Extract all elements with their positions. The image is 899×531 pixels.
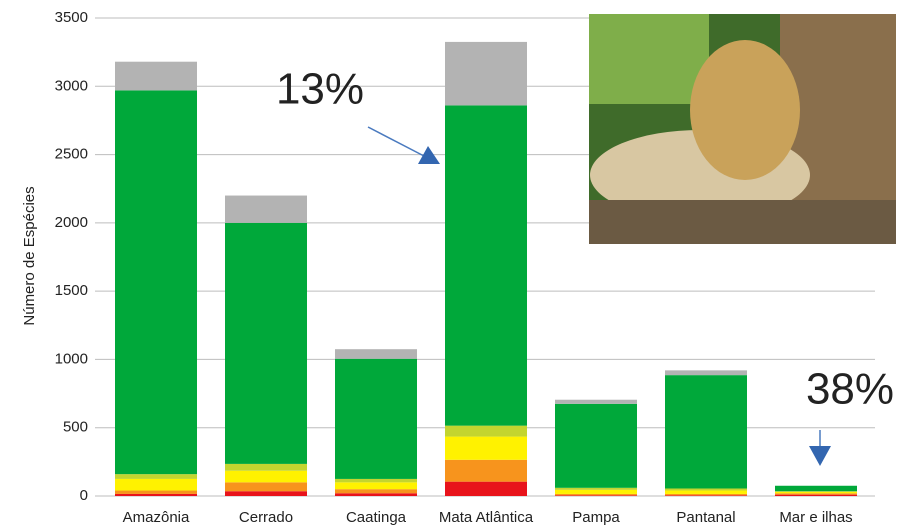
annotation: 13%: [276, 65, 364, 114]
x-tick-label: Pampa: [572, 509, 620, 526]
bar-segment: [665, 370, 747, 376]
bar-segment: [115, 474, 197, 479]
bar-segment: [115, 493, 197, 496]
bar-segment: [775, 485, 857, 492]
y-tick-label: 1000: [55, 350, 88, 367]
x-tick-label: Cerrado: [239, 509, 293, 526]
bar-segment: [665, 490, 747, 494]
bar-segment: [115, 478, 197, 491]
bar-segment: [225, 470, 307, 483]
bar-segment: [225, 491, 307, 496]
bar-segment: [335, 349, 417, 359]
x-tick-label: Caatinga: [346, 509, 407, 526]
bar-segment: [665, 495, 747, 496]
bar-segment: [115, 61, 197, 91]
bar-segment: [665, 488, 747, 491]
y-tick-label: 3000: [55, 77, 88, 94]
photo: [589, 14, 896, 244]
bar-segment: [665, 375, 747, 489]
bar-segment: [225, 463, 307, 471]
arrow: [367, 126, 440, 164]
bar-segment: [225, 482, 307, 492]
bar-segment: [335, 358, 417, 479]
annotation: 38%: [806, 365, 894, 414]
bar-segment: [445, 425, 527, 437]
bar-segment: [555, 489, 637, 494]
bar-segment: [115, 490, 197, 494]
bar-segment: [445, 436, 527, 460]
y-axis-label: Número de Espécies: [21, 186, 38, 325]
bar-segment: [445, 105, 527, 426]
bar-segment: [335, 489, 417, 494]
bar-segment: [555, 487, 637, 490]
y-tick-label: 2500: [55, 146, 88, 163]
bar-segment: [335, 482, 417, 490]
bar-segment: [775, 494, 857, 496]
x-tick-label: Pantanal: [676, 509, 735, 526]
bar-segment: [445, 41, 527, 106]
bar-segment: [665, 493, 747, 496]
bar-segment: [555, 403, 637, 488]
bar-segment: [335, 478, 417, 483]
bar-segment: [115, 90, 197, 475]
x-tick-label: Amazônia: [123, 509, 190, 526]
y-tick-label: 3500: [55, 9, 88, 26]
bar-segment: [555, 495, 637, 496]
bar-segment: [775, 493, 857, 495]
y-tick-label: 2000: [55, 214, 88, 231]
bar-segment: [775, 491, 857, 494]
bar-segment: [555, 493, 637, 496]
bar-segment: [775, 491, 857, 492]
y-tick-label: 0: [80, 487, 88, 504]
y-tick-label: 500: [63, 419, 88, 436]
bar-segment: [225, 222, 307, 464]
x-tick-label: Mata Atlântica: [439, 509, 534, 526]
x-tick-label: Mar e ilhas: [779, 509, 852, 526]
y-tick-label: 1500: [55, 282, 88, 299]
bar-segment: [225, 195, 307, 223]
bar-segment: [335, 493, 417, 496]
bar-segment: [445, 481, 527, 496]
arrow: [809, 430, 831, 466]
bar-segment: [555, 399, 637, 404]
bar-segment: [445, 459, 527, 482]
